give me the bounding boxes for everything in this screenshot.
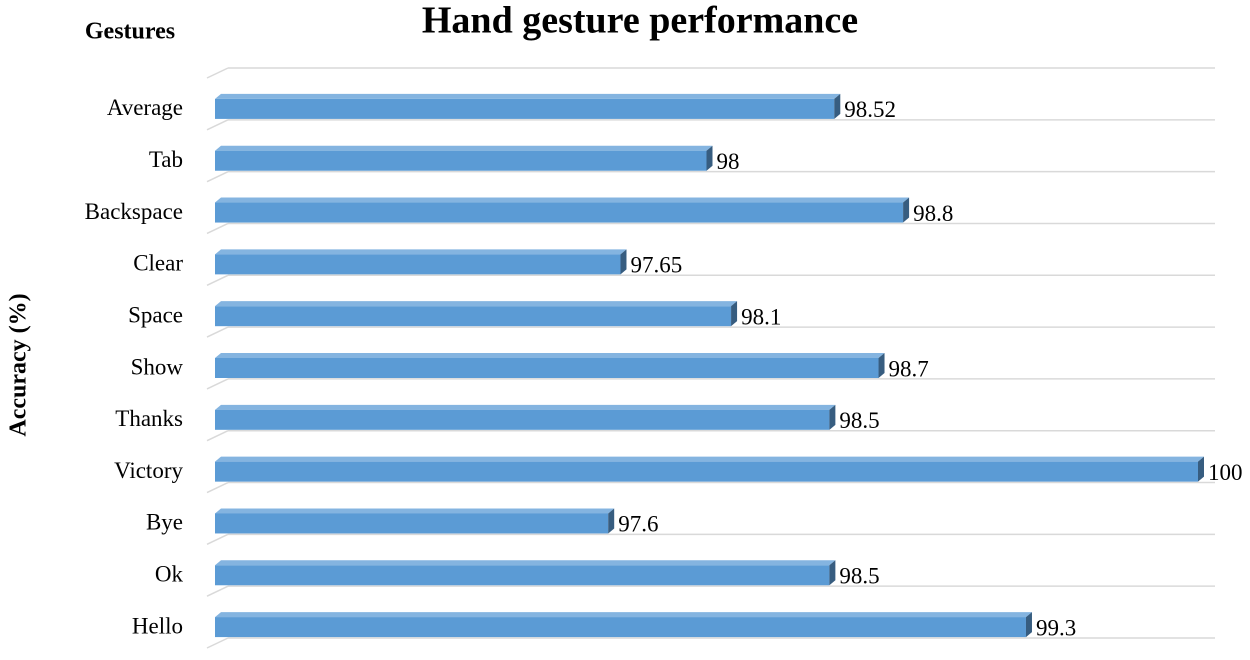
bar-top bbox=[215, 404, 836, 410]
bar-side bbox=[706, 145, 713, 171]
bar-top bbox=[215, 508, 615, 514]
bar bbox=[215, 202, 904, 223]
data-label: 98.8 bbox=[913, 201, 953, 226]
bar-side bbox=[1198, 456, 1204, 482]
grid-line bbox=[206, 326, 229, 338]
grid-line bbox=[206, 170, 229, 183]
bar-side bbox=[834, 93, 841, 119]
bar bbox=[215, 254, 621, 275]
bar bbox=[215, 565, 830, 586]
category-axis-title: Gestures bbox=[85, 19, 175, 45]
grid-line bbox=[206, 119, 229, 131]
y-tick-label: Hello bbox=[132, 613, 183, 638]
data-label: 98.7 bbox=[889, 356, 929, 381]
bar bbox=[215, 461, 1198, 482]
bar-top bbox=[215, 301, 738, 307]
chart-title: Hand gesture performance bbox=[422, 0, 858, 42]
data-label: 98.52 bbox=[844, 97, 896, 122]
data-label: 98 bbox=[717, 149, 740, 174]
value-axis-title: Accuracy (%) bbox=[6, 293, 32, 436]
y-tick-label: Thanks bbox=[115, 406, 183, 431]
grid-line bbox=[206, 274, 229, 286]
grid-line bbox=[206, 378, 229, 390]
bar bbox=[215, 150, 707, 171]
y-tick-label: Ok bbox=[155, 562, 184, 587]
bar-top bbox=[215, 145, 713, 151]
grid-line bbox=[206, 585, 229, 597]
y-tick-label: Show bbox=[131, 354, 184, 379]
bar-top bbox=[215, 93, 841, 99]
grid-line bbox=[206, 222, 229, 235]
bar-side bbox=[731, 301, 738, 327]
bar-side bbox=[1025, 612, 1032, 638]
data-label: 100 bbox=[1208, 460, 1243, 485]
bar bbox=[215, 98, 835, 119]
data-label: 97.65 bbox=[630, 253, 682, 278]
y-tick-label: Bye bbox=[146, 510, 183, 535]
bar-top bbox=[215, 612, 1032, 618]
grid-line bbox=[206, 533, 229, 546]
bar-side bbox=[829, 560, 836, 586]
bar-top bbox=[215, 456, 1204, 462]
bar bbox=[215, 513, 609, 534]
bar bbox=[215, 306, 732, 327]
y-tick-label: Victory bbox=[114, 458, 183, 483]
bar-side bbox=[829, 404, 836, 430]
bar bbox=[215, 358, 879, 378]
bar-side bbox=[608, 508, 615, 534]
grid-line bbox=[206, 67, 229, 79]
bar-top bbox=[215, 560, 836, 566]
grid-line bbox=[206, 481, 229, 494]
y-tick-label: Space bbox=[128, 302, 183, 327]
data-label: 98.5 bbox=[839, 408, 879, 433]
bar-side bbox=[620, 249, 627, 275]
bar-top bbox=[215, 197, 910, 203]
data-label: 98.5 bbox=[839, 564, 879, 589]
y-tick-label: Clear bbox=[133, 251, 183, 276]
bar-side bbox=[878, 353, 885, 378]
y-tick-label: Tab bbox=[149, 147, 183, 172]
bar-side bbox=[903, 197, 910, 223]
data-label: 97.6 bbox=[618, 512, 658, 537]
grid-line bbox=[206, 637, 229, 649]
y-tick-label: Backspace bbox=[85, 199, 183, 224]
data-label: 98.1 bbox=[741, 304, 781, 329]
bar bbox=[215, 617, 1026, 638]
bar bbox=[215, 409, 830, 430]
data-label: 99.3 bbox=[1036, 615, 1076, 640]
y-tick-label: Average bbox=[107, 95, 183, 120]
bar-top bbox=[215, 249, 627, 255]
grid-line bbox=[206, 430, 229, 442]
bar-top bbox=[215, 353, 885, 358]
